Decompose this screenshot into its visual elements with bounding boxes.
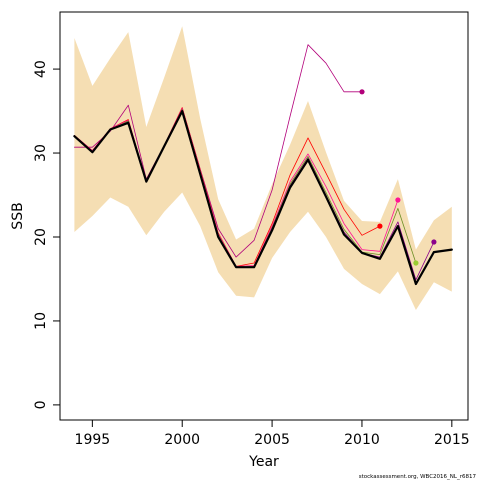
x-tick-label: 2010 [344,432,380,448]
series-end-point-2 [377,223,383,229]
footnote-credit: stockassessment.org, WBC2016_NL_r6817 [359,474,477,480]
x-tick-label: 2000 [164,432,200,448]
y-tick-label: 0 [33,400,49,409]
series-line-6 [73,109,453,286]
y-tick-label: 40 [33,60,49,78]
series-end-point-4 [413,260,419,266]
y-axis-title: SSB [10,202,26,229]
x-tick-label: 1995 [75,432,111,448]
y-tick-label: 30 [33,144,49,162]
x-tick-label: 2015 [434,432,470,448]
end-point-layer [359,89,437,266]
x-axis-title: Year [248,454,279,470]
y-axis: 0 10 20 30 40 [33,60,61,409]
y-tick-label: 10 [33,312,49,330]
confidence-band [74,26,452,311]
series-layer [73,44,453,286]
confidence-band-layer [74,26,452,311]
series-end-point-1 [359,89,365,95]
series-end-point-5 [431,239,437,245]
series-end-point-3 [395,197,401,203]
x-tick-label: 2005 [254,432,290,448]
series-line-1 [74,44,363,258]
x-axis: 1995 2000 2005 2010 2015 [75,419,470,448]
y-tick-label: 20 [33,228,49,246]
